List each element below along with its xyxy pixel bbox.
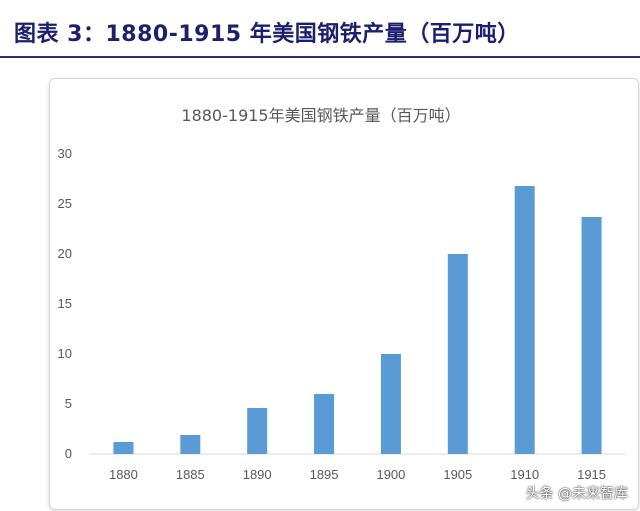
- bars: [113, 186, 602, 454]
- caption-divider: [0, 56, 640, 58]
- x-tick-label: 1895: [310, 467, 339, 482]
- y-tick-label: 15: [58, 296, 72, 311]
- bar-1910: [514, 186, 535, 454]
- bar-1885: [180, 435, 201, 454]
- x-tick-label: 1915: [577, 467, 606, 482]
- figure-header: 图表 3：1880-1915 年美国钢铁产量（百万吨）: [0, 0, 640, 60]
- x-axis-ticks: 1880 1885 1890 1895 1900 1905 1910 1915: [109, 467, 606, 482]
- y-tick-label: 25: [58, 196, 72, 211]
- bar-1915: [581, 217, 602, 454]
- y-tick-label: 30: [58, 146, 72, 161]
- bar-1880: [113, 442, 134, 454]
- y-tick-label: 0: [65, 446, 72, 461]
- x-tick-label: 1910: [510, 467, 539, 482]
- x-tick-label: 1905: [443, 467, 472, 482]
- bar-1900: [380, 354, 401, 454]
- x-tick-label: 1880: [109, 467, 138, 482]
- x-tick-label: 1900: [376, 467, 405, 482]
- y-tick-label: 20: [58, 246, 72, 261]
- chart-card: 1880-1915年美国钢铁产量（百万吨） 0 5 10 15 20 25 30 1880 1…: [49, 78, 639, 510]
- bar-1905: [447, 254, 468, 454]
- x-tick-label: 1890: [243, 467, 272, 482]
- y-tick-label: 5: [65, 396, 72, 411]
- bar-1890: [247, 408, 268, 454]
- x-tick-label: 1885: [176, 467, 205, 482]
- y-tick-label: 10: [58, 346, 72, 361]
- figure-caption: 图表 3：1880-1915 年美国钢铁产量（百万吨）: [14, 22, 520, 47]
- chart-title: 1880-1915年美国钢铁产量（百万吨）: [181, 106, 460, 125]
- y-axis-ticks: 0 5 10 15 20 25 30: [58, 146, 72, 461]
- bar-1895: [314, 394, 335, 454]
- watermark: 头条 @未来智库: [525, 486, 628, 502]
